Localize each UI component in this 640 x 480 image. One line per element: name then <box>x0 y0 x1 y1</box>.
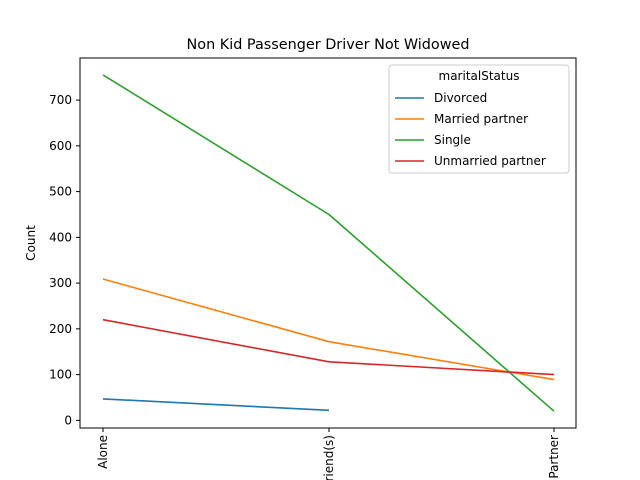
y-axis-label: Count <box>24 225 38 261</box>
legend-box <box>388 64 570 174</box>
chart-title: Non Kid Passenger Driver Not Widowed <box>187 37 470 53</box>
legend-entry: Married partner <box>434 112 528 126</box>
y-tick-label: 500 <box>49 185 72 199</box>
y-tick-label: 600 <box>49 139 72 153</box>
plot-frame <box>79 57 577 429</box>
series-layer <box>102 74 555 412</box>
legend-title: maritalStatus <box>439 69 520 83</box>
series-line-divorced <box>102 398 330 412</box>
legend-entry: Single <box>434 133 471 147</box>
y-axis: 0 100 200 300 400 500 600 700 <box>49 93 80 427</box>
series-line-single <box>102 74 555 412</box>
y-tick-label: 0 <box>64 413 72 427</box>
x-tick-label: Alone <box>96 435 110 469</box>
series-line-unmarried-partner <box>102 318 555 376</box>
y-tick-label: 200 <box>49 322 72 336</box>
y-tick-label: 300 <box>49 276 72 290</box>
x-axis: Alone Friend(s) Partner <box>96 428 561 480</box>
x-tick-label: Partner <box>547 435 561 479</box>
legend-entry: Unmarried partner <box>434 154 546 168</box>
series-line-married-partner <box>102 278 555 381</box>
y-tick-label: 100 <box>49 368 72 382</box>
y-tick-label: 700 <box>49 93 72 107</box>
y-tick-label: 400 <box>49 230 72 244</box>
x-tick-label: Friend(s) <box>322 435 336 480</box>
legend-entry: Divorced <box>434 91 487 105</box>
legend: maritalStatus Divorced Married partner Sing… <box>388 64 570 174</box>
